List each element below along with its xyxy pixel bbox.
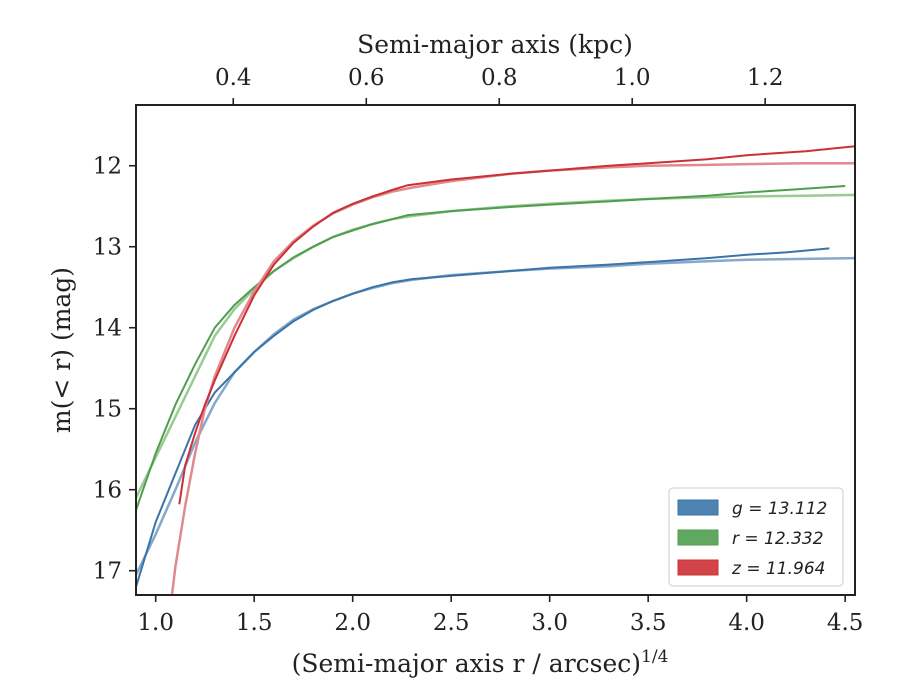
- series-g-profile-line: [136, 247, 830, 588]
- x-tick-label: 4.5: [827, 610, 864, 636]
- y-tick-label: 14: [93, 316, 122, 342]
- y-tick-label: 13: [93, 235, 122, 261]
- x-axis-title-superscript: 1/4: [641, 647, 668, 667]
- legend-label-r: r = 12.332: [732, 529, 824, 549]
- legend-swatch-g: [677, 499, 719, 516]
- series-z-profile-line: [178, 145, 855, 505]
- top-x-tick-label: 0.6: [348, 65, 385, 91]
- legend-label-g: g = 13.112: [732, 499, 827, 519]
- series-r-profile-line: [136, 185, 846, 511]
- legend: g = 13.112 r = 12.332 z = 11.964: [668, 487, 844, 587]
- curves-group: [136, 145, 855, 595]
- x-axis-title-main: (Semi-major axis r / arcsec): [292, 649, 641, 678]
- bottom-x-axis: 1.0 1.5 2.0 2.5 3.0 3.5 4.0 4.5: [137, 595, 863, 636]
- series-r-model-line: [136, 193, 855, 499]
- x-tick-label: 2.5: [433, 610, 470, 636]
- legend-swatch-r: [677, 529, 719, 546]
- x-tick-label: 4.0: [728, 610, 765, 636]
- x-axis-title: (Semi-major axis r / arcsec)1/4: [292, 647, 669, 678]
- x-tick-label: 2.0: [334, 610, 371, 636]
- y-tick-label: 15: [93, 397, 122, 423]
- top-x-tick-label: 0.4: [215, 65, 252, 91]
- top-x-axis-title: Semi-major axis (kpc): [357, 30, 633, 59]
- top-x-tick-label: 0.8: [481, 65, 518, 91]
- x-tick-label: 3.0: [531, 610, 568, 636]
- y-tick-label: 12: [93, 154, 122, 180]
- legend-label-z: z = 11.964: [731, 559, 825, 579]
- y-tick-label: 16: [93, 478, 122, 504]
- x-tick-label: 1.0: [137, 610, 174, 636]
- top-x-tick-label: 1.0: [614, 65, 651, 91]
- y-axis-title: m(< r) (mag): [47, 267, 76, 433]
- x-tick-label: 3.5: [630, 610, 667, 636]
- y-axis: 12 13 14 15 16 17: [93, 154, 136, 585]
- y-tick-label: 17: [93, 559, 122, 585]
- plot-frame: [135, 104, 856, 596]
- top-x-tick-label: 1.2: [747, 65, 784, 91]
- legend-swatch-z: [677, 559, 719, 576]
- top-x-axis: 0.4 0.6 0.8 1.0 1.2: [215, 65, 784, 105]
- x-tick-label: 1.5: [236, 610, 273, 636]
